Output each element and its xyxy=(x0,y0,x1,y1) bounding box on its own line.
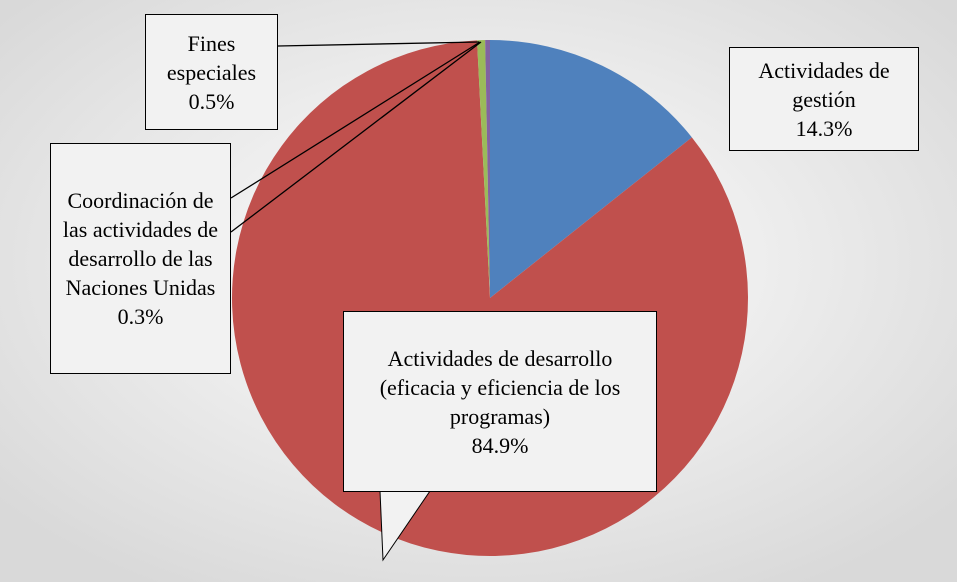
label-category: Actividades de gestión xyxy=(758,57,890,112)
data-label: Actividades de gestión 14.3% xyxy=(729,47,919,151)
leader-line xyxy=(230,41,482,233)
leader-line xyxy=(230,41,481,199)
pie-slice xyxy=(485,40,490,298)
label-category: Fines especiales xyxy=(166,30,257,85)
label-value: 0.5% xyxy=(188,88,235,114)
leader-line xyxy=(277,41,480,47)
label-value: 84.9% xyxy=(471,432,529,458)
pie-slice xyxy=(490,40,692,298)
label-category: Coordinación de las actividades de desar… xyxy=(62,188,219,300)
label-value: 0.3% xyxy=(117,304,164,329)
data-label: Actividades de desarrollo (eficacia y ef… xyxy=(343,311,657,492)
pie-slice xyxy=(477,40,490,298)
label-value: 14.3% xyxy=(795,115,853,141)
label-category: Actividades de desarrollo (eficacia y ef… xyxy=(379,345,621,429)
data-label: Coordinación de las actividades de desar… xyxy=(50,143,231,374)
data-label: Fines especiales 0.5% xyxy=(145,14,278,130)
